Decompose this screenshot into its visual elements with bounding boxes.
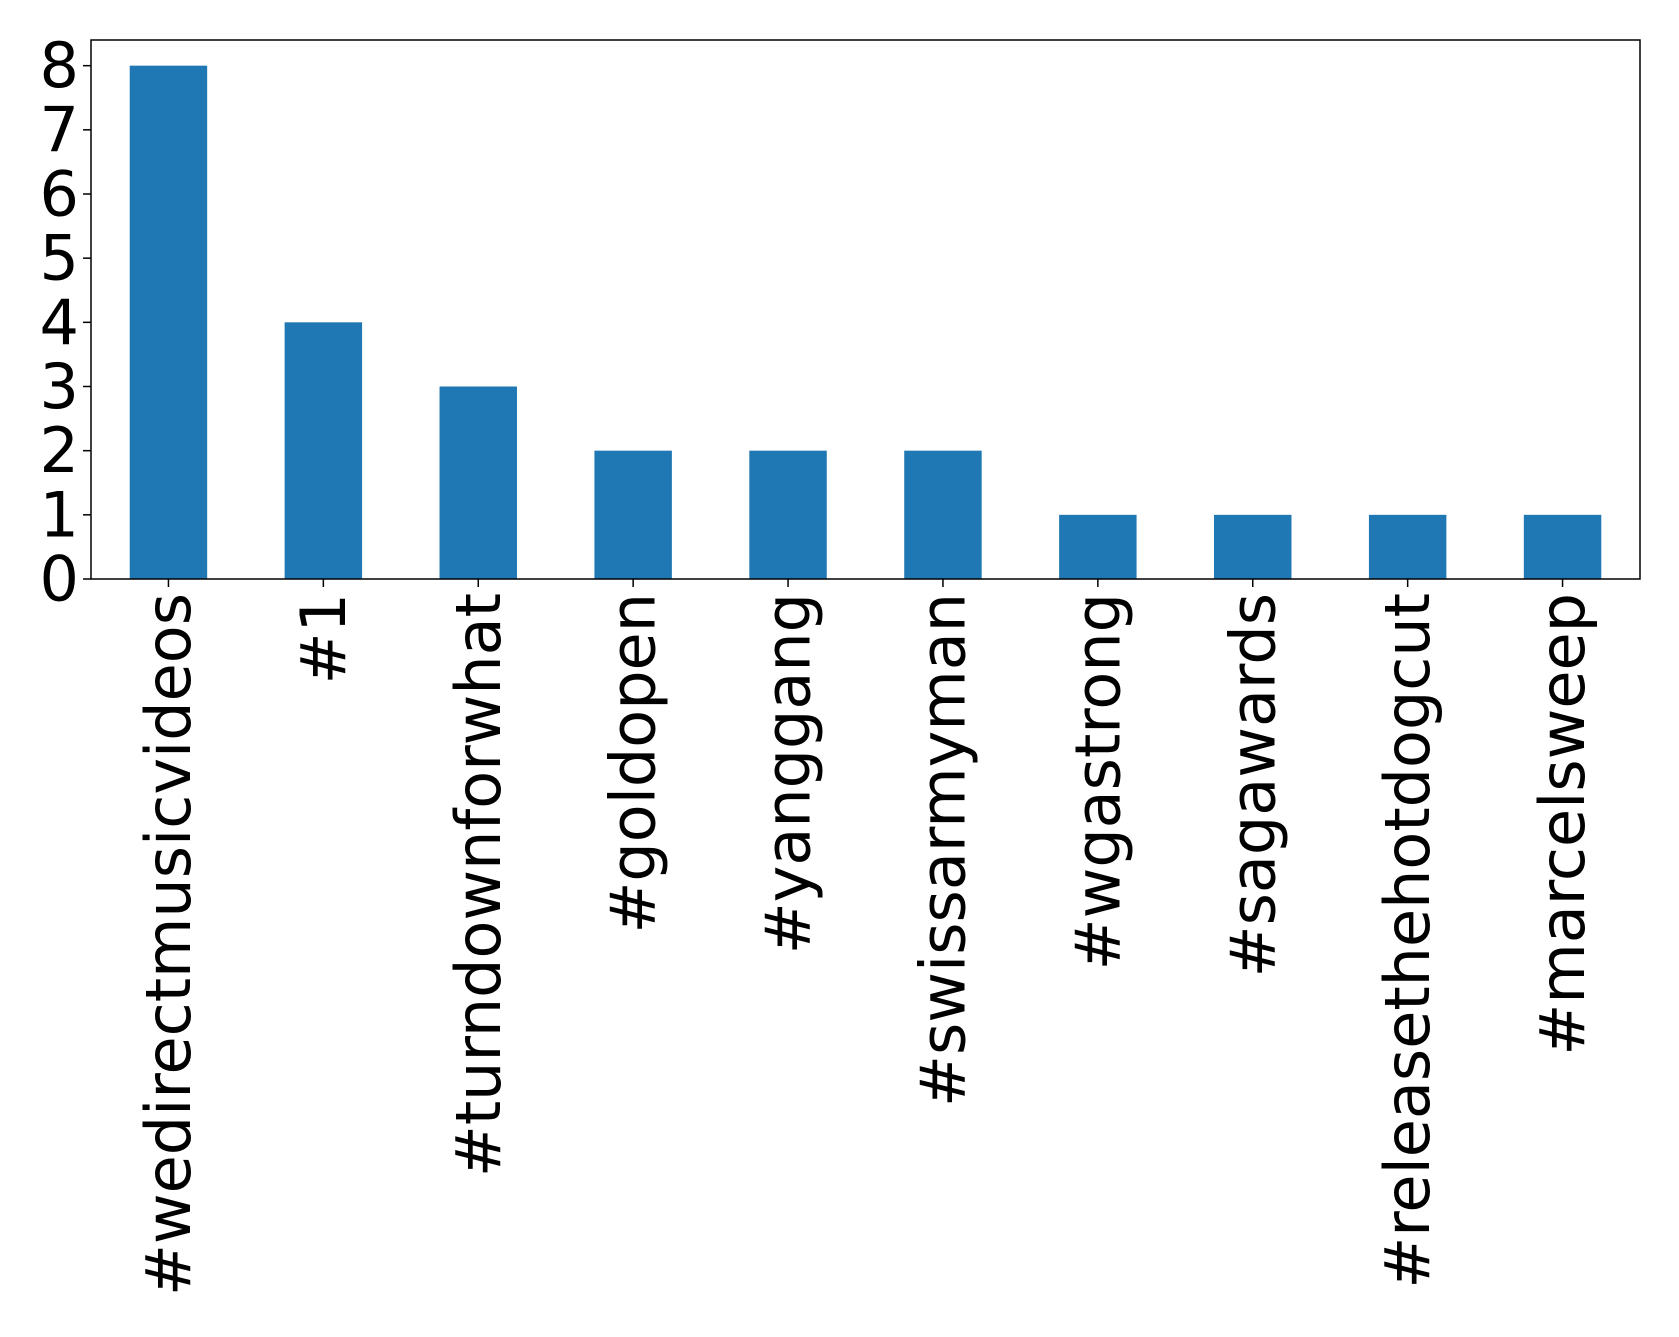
y-tick-label: 1: [40, 478, 79, 551]
plot-frame: [90, 39, 1641, 580]
y-tick-label: 4: [40, 286, 79, 359]
y-tick-label: 2: [40, 414, 79, 487]
y-tick-label: 7: [40, 93, 79, 166]
bar: [284, 322, 363, 579]
bar: [904, 450, 982, 579]
y-tick-label: 5: [40, 222, 79, 295]
y-tick-label: 0: [40, 543, 79, 616]
y-tick-label: 6: [40, 158, 79, 231]
x-tick-label: #swissarmyman: [906, 593, 979, 1107]
x-tick-label: #sagawards: [1216, 593, 1289, 977]
bar: [129, 65, 208, 579]
bar: [1523, 514, 1602, 579]
x-tick-label: #goldopen: [597, 593, 670, 934]
bar: [1214, 514, 1292, 579]
x-tick-label: #marcelsweep: [1526, 593, 1599, 1056]
bar: [749, 450, 827, 579]
bar: [439, 386, 517, 579]
y-tick-label: 3: [40, 350, 79, 423]
x-tick-label: #1: [287, 593, 360, 684]
x-tick-label: #wedirectmusicvideos: [132, 593, 205, 1296]
x-tick-label: #releasethehotdogcut: [1371, 593, 1444, 1289]
x-tick-label: #turndownforwhat: [442, 593, 515, 1177]
x-tick-label: #yanggang: [752, 593, 825, 954]
bar: [594, 450, 672, 579]
bar: [1368, 514, 1447, 579]
y-tick-label: 8: [40, 29, 79, 102]
x-tick-label: #wgastrong: [1061, 593, 1134, 970]
bar: [1059, 514, 1137, 579]
